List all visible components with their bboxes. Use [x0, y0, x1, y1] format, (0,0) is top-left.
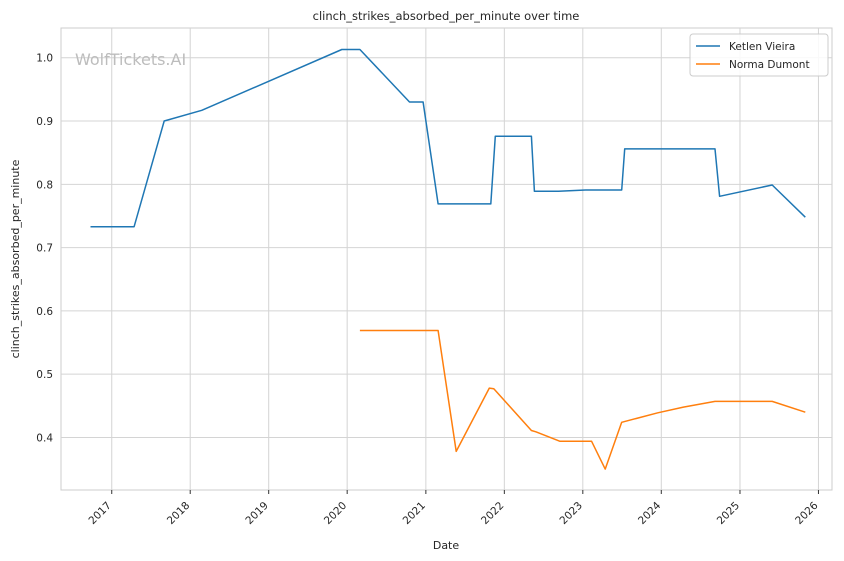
x-tick-label: 2023: [558, 500, 585, 527]
y-tick-label: 0.7: [36, 243, 53, 255]
x-tick-label: 2020: [322, 500, 349, 527]
legend-label-ketlen-vieira: Ketlen Vieira: [729, 41, 795, 53]
plot-area: [60, 27, 833, 491]
legend-box: [689, 33, 829, 77]
x-axis-ticks: 2017 2018 2019 2020 2021 2022 2023 2024 2025 2026: [86, 490, 821, 527]
x-tick-label: 2024: [636, 499, 664, 527]
legend-label-norma-dumont: Norma Dumont: [729, 59, 810, 71]
y-tick-label: 0.9: [36, 116, 53, 128]
x-tick-label: 2025: [715, 500, 742, 527]
x-tick-label: 2021: [401, 500, 428, 527]
x-tick-label: 2026: [793, 499, 821, 527]
y-tick-label: 1.0: [36, 53, 53, 65]
watermark: WolfTickets.AI: [75, 50, 186, 69]
y-tick-label: 0.5: [36, 369, 53, 381]
x-tick-label: 2022: [479, 500, 506, 527]
x-axis-label: Date: [433, 539, 460, 552]
x-tick-label: 2017: [86, 500, 113, 527]
x-tick-label: 2018: [165, 500, 192, 527]
x-tick-label: 2019: [243, 500, 270, 527]
y-tick-label: 0.4: [36, 432, 53, 444]
chart-title: clinch_strikes_absorbed_per_minute over …: [313, 9, 580, 23]
series-layer: [90, 48, 806, 470]
series-line-norma-dumont: [359, 329, 806, 470]
y-axis-ticks: 0.4 0.5 0.6 0.7 0.8 0.9 1.0: [36, 53, 53, 445]
series-line-ketlen-vieira: [90, 48, 806, 228]
legend: Ketlen Vieira Norma Dumont: [689, 33, 829, 77]
y-tick-label: 0.6: [36, 306, 53, 318]
grid-lines: [61, 28, 832, 490]
y-tick-label: 0.8: [36, 179, 53, 191]
y-axis-label: clinch_strikes_absorbed_per_minute: [9, 159, 22, 358]
